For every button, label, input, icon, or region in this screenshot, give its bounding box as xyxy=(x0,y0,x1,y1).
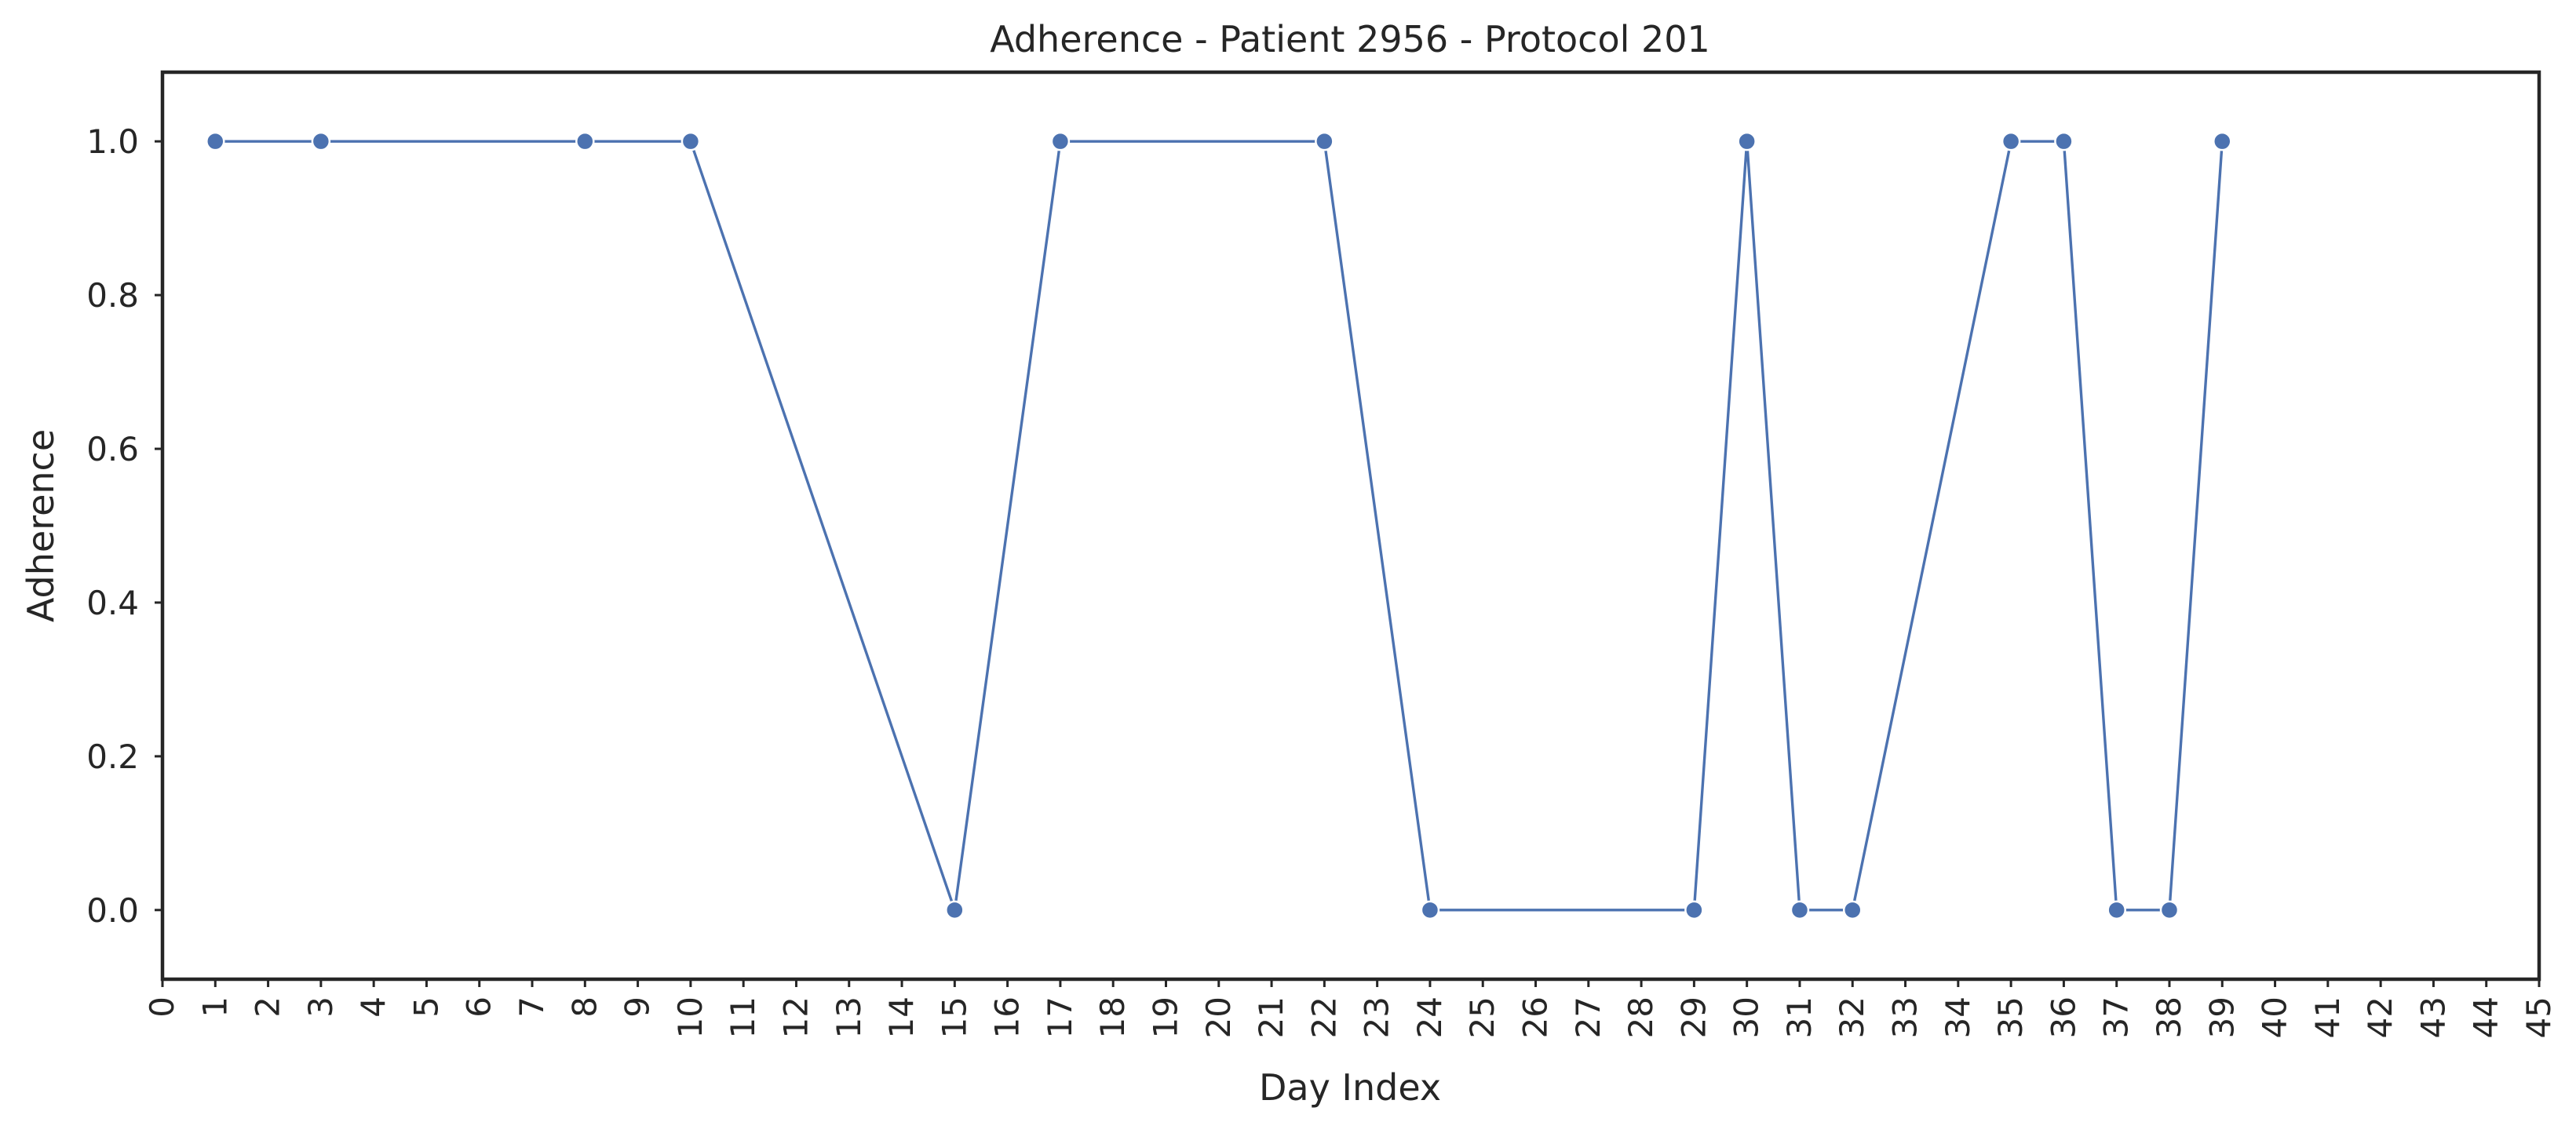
data-point xyxy=(1842,900,1863,920)
x-tick-label: 19 xyxy=(1146,996,1184,1038)
y-tick-label: 0.0 xyxy=(86,891,139,930)
data-point xyxy=(311,131,331,151)
data-point xyxy=(680,131,701,151)
x-tick-label: 6 xyxy=(460,996,498,1018)
x-tick-label: 42 xyxy=(2361,996,2399,1038)
series-layer xyxy=(206,131,2232,920)
data-point xyxy=(1790,900,1810,920)
plot-frame xyxy=(160,70,2541,982)
x-tick-label: 18 xyxy=(1093,996,1132,1038)
y-axis-label: Adherence xyxy=(20,429,62,622)
x-tick-label: 45 xyxy=(2519,996,2558,1038)
x-tick-label: 28 xyxy=(1622,996,1660,1038)
data-point xyxy=(1684,900,1704,920)
chart-title: Adherence - Patient 2956 - Protocol 201 xyxy=(990,18,1710,60)
x-tick-label: 9 xyxy=(618,996,657,1018)
data-point xyxy=(2107,900,2126,920)
data-point xyxy=(1315,131,1334,151)
data-point xyxy=(945,900,965,920)
data-point xyxy=(1737,131,1757,151)
x-tick-label: 1 xyxy=(195,996,234,1018)
x-tick-label: 7 xyxy=(513,996,551,1018)
x-tick-label: 24 xyxy=(1410,996,1449,1038)
x-tick-label: 35 xyxy=(1991,996,2030,1038)
x-tick-label: 25 xyxy=(1463,996,1501,1038)
x-tick-label: 21 xyxy=(1252,996,1290,1038)
y-tick-label: 1.0 xyxy=(86,122,139,161)
x-tick-label: 8 xyxy=(565,996,604,1018)
y-tick-label: 0.6 xyxy=(86,430,139,468)
y-axis-ticks: 0.0 0.2 0.4 0.6 0.8 1.0 xyxy=(86,122,162,930)
data-point xyxy=(2001,131,2021,151)
x-tick-label: 43 xyxy=(2414,996,2452,1038)
x-tick-label: 4 xyxy=(354,996,392,1018)
y-tick-label: 0.4 xyxy=(86,584,139,622)
x-tick-label: 31 xyxy=(1780,996,1819,1038)
x-tick-label: 3 xyxy=(301,996,340,1018)
x-tick-label: 32 xyxy=(1833,996,1871,1038)
x-tick-label: 20 xyxy=(1199,996,1238,1038)
x-tick-label: 36 xyxy=(2044,996,2082,1038)
data-point xyxy=(2159,900,2180,920)
data-point xyxy=(206,131,225,151)
x-tick-label: 10 xyxy=(671,996,710,1038)
data-point xyxy=(2213,131,2232,151)
data-point xyxy=(1420,900,1440,920)
x-tick-label: 11 xyxy=(724,996,762,1038)
series-line xyxy=(215,140,2224,912)
x-tick-label: 44 xyxy=(2467,996,2505,1038)
x-tick-label: 0 xyxy=(143,996,181,1018)
data-point xyxy=(575,131,595,151)
x-axis-ticks: 0 1 2 3 4 5 6 7 8 9 10 11 12 13 14 15 16 17 18 19 20 21 22 23 24… xyxy=(143,979,2558,1038)
x-tick-label: 13 xyxy=(830,996,868,1038)
x-tick-label: 15 xyxy=(935,996,973,1038)
x-tick-label: 38 xyxy=(2150,996,2188,1038)
y-tick-label: 0.8 xyxy=(86,276,139,315)
x-tick-label: 2 xyxy=(249,996,287,1018)
x-tick-label: 27 xyxy=(1569,996,1607,1038)
x-tick-label: 17 xyxy=(1041,996,1079,1038)
x-tick-label: 37 xyxy=(2097,996,2136,1038)
x-axis-label: Day Index xyxy=(1259,1066,1441,1109)
data-point xyxy=(2054,131,2074,151)
x-tick-label: 33 xyxy=(1886,996,1925,1038)
data-point xyxy=(1050,131,1071,151)
x-tick-label: 16 xyxy=(988,996,1027,1038)
x-tick-label: 34 xyxy=(1939,996,1977,1038)
x-tick-label: 30 xyxy=(1728,996,1766,1038)
x-tick-label: 40 xyxy=(2256,996,2294,1038)
x-tick-label: 29 xyxy=(1674,996,1713,1038)
y-tick-label: 0.2 xyxy=(86,738,139,776)
x-tick-label: 14 xyxy=(882,996,921,1038)
x-tick-label: 23 xyxy=(1358,996,1396,1038)
x-tick-label: 41 xyxy=(2308,996,2347,1038)
x-tick-label: 12 xyxy=(776,996,815,1038)
x-tick-label: 26 xyxy=(1516,996,1555,1038)
x-tick-label: 22 xyxy=(1304,996,1343,1038)
x-tick-label: 5 xyxy=(407,996,445,1018)
x-tick-label: 39 xyxy=(2202,996,2241,1038)
